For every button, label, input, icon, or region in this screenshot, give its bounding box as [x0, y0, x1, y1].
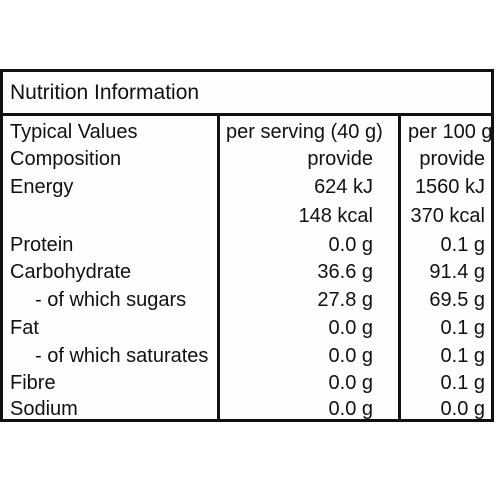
table-title: Nutrition Information: [10, 81, 200, 104]
per-serving-value: 624 kJ: [314, 176, 373, 198]
per-100g-value: 0.1 g: [440, 372, 485, 394]
per-serving-value: 36.6 g: [317, 261, 373, 283]
table-row: 148 kcal 370 kcal: [3, 202, 491, 230]
column-divider-100g: [398, 113, 401, 419]
per-100g-value: 0.1 g: [440, 317, 485, 339]
per-100g-value: 1560 kJ: [414, 176, 485, 198]
table-row: - of which saturates 0.0 g 0.1 g: [3, 342, 491, 370]
per-serving-value: 148 kcal: [298, 205, 374, 227]
header-per-100g: per 100 g: [408, 121, 493, 143]
per-serving-value: provide: [307, 148, 373, 170]
header-row: Typical Values per serving (40 g) per 10…: [3, 118, 493, 146]
table-row: Sodium 0.0 g 0.0 g: [3, 395, 491, 423]
row-label: Fibre: [10, 372, 56, 394]
per-serving-value: 27.8 g: [317, 289, 373, 311]
per-serving-value: 0.0 g: [328, 372, 373, 394]
per-100g-value: 0.0 g: [440, 398, 485, 420]
row-label: Energy: [10, 176, 74, 198]
table-row: Carbohydrate 36.6 g 91.4 g: [3, 258, 491, 286]
row-label: Protein: [10, 234, 74, 256]
title-row: Nutrition Information: [3, 72, 491, 116]
per-100g-value: 69.5 g: [429, 289, 485, 311]
per-100g-value: 370 kcal: [410, 205, 486, 227]
per-100g-value: provide: [419, 148, 485, 170]
table-row: Composition provide provide: [3, 145, 491, 173]
per-100g-value: 0.1 g: [440, 234, 485, 256]
row-label: Carbohydrate: [10, 261, 132, 283]
per-serving-value: 0.0 g: [328, 398, 373, 420]
row-label: - of which sugars: [35, 289, 187, 311]
per-serving-value: 0.0 g: [328, 317, 373, 339]
table-row: Fat 0.0 g 0.1 g: [3, 314, 491, 342]
row-label: - of which saturates: [35, 345, 209, 367]
table-row: Energy 624 kJ 1560 kJ: [3, 173, 491, 201]
table-row: Fibre 0.0 g 0.1 g: [3, 369, 491, 397]
per-100g-value: 91.4 g: [429, 261, 485, 283]
row-label: Composition: [10, 148, 122, 170]
per-serving-value: 0.0 g: [328, 345, 373, 367]
table-row: - of which sugars 27.8 g 69.5 g: [3, 286, 491, 314]
nutrition-table: Nutrition Information Typical Values per…: [0, 69, 494, 422]
header-typical-values: Typical Values: [10, 121, 138, 143]
column-divider-serving: [217, 113, 220, 419]
header-per-serving: per serving (40 g): [226, 121, 383, 143]
row-label: Sodium: [10, 398, 78, 420]
per-serving-value: 0.0 g: [328, 234, 373, 256]
table-row: Protein 0.0 g 0.1 g: [3, 231, 491, 259]
row-label: Fat: [10, 317, 39, 339]
per-100g-value: 0.1 g: [440, 345, 485, 367]
